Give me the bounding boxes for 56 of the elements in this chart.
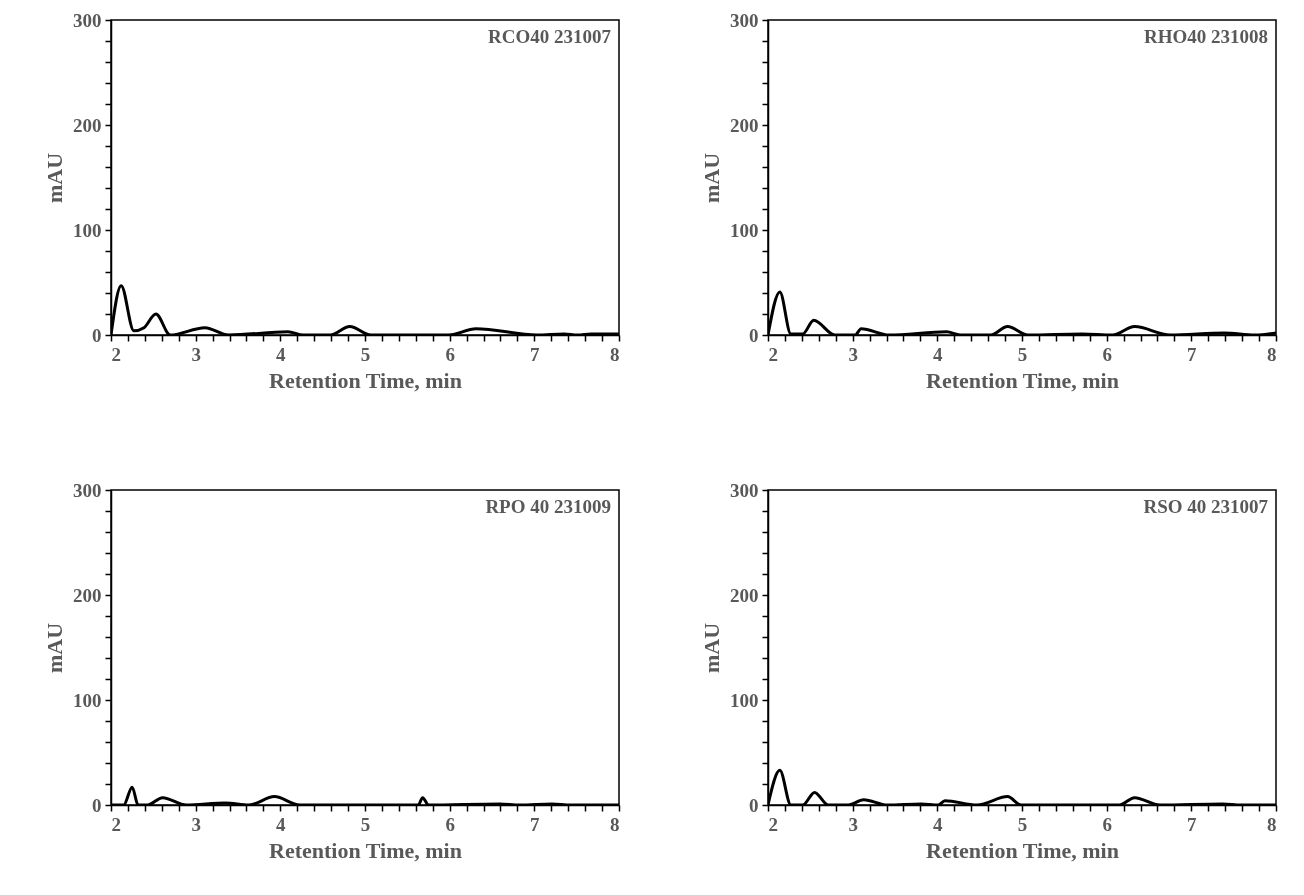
y-axis-title: mAU: [42, 152, 67, 204]
annotation: RSO 40 231007: [1143, 496, 1269, 517]
y-tick-label: 100: [73, 689, 102, 711]
x-tick-label: 5: [1017, 343, 1028, 365]
x-tick-label: 7: [1187, 343, 1198, 365]
y-axis-title: mAU: [699, 622, 724, 674]
y-axis-title: mAU: [42, 622, 67, 674]
x-tick-label: 2: [768, 813, 778, 835]
x-tick-label: 5: [360, 813, 371, 835]
annotation: RHO40 231008: [1143, 26, 1268, 47]
y-axis-title: mAU: [699, 152, 724, 204]
y-tick-label: 300: [730, 479, 759, 501]
x-tick-label: 6: [445, 813, 455, 835]
x-tick-label: 4: [933, 813, 944, 835]
x-tick-label: 4: [276, 813, 287, 835]
y-tick-label: 200: [730, 114, 759, 136]
y-tick-label: 0: [92, 324, 102, 346]
x-tick-label: 3: [191, 343, 201, 365]
x-axis-title: Retention Time, min: [926, 367, 1119, 393]
x-axis-title: Retention Time, min: [269, 837, 462, 863]
x-tick-label: 8: [1267, 813, 1277, 835]
x-tick-label: 4: [276, 343, 287, 365]
x-tick-label: 3: [848, 343, 858, 365]
x-tick-label: 3: [191, 813, 201, 835]
y-tick-label: 0: [749, 794, 759, 816]
x-tick-label: 2: [768, 343, 778, 365]
x-tick-label: 8: [610, 343, 620, 365]
y-tick-label: 200: [730, 584, 759, 606]
x-axis-title: Retention Time, min: [926, 837, 1119, 863]
x-tick-label: 2: [111, 343, 121, 365]
y-tick-label: 100: [730, 219, 759, 241]
y-tick-label: 100: [730, 689, 759, 711]
y-tick-label: 300: [73, 9, 102, 31]
x-tick-label: 7: [530, 813, 541, 835]
y-tick-label: 100: [73, 219, 102, 241]
annotation: RPO 40 231009: [485, 496, 611, 517]
x-tick-label: 6: [1102, 813, 1112, 835]
y-tick-label: 200: [73, 584, 102, 606]
y-tick-label: 300: [73, 479, 102, 501]
x-tick-label: 6: [445, 343, 455, 365]
x-tick-label: 7: [530, 343, 541, 365]
x-tick-label: 8: [610, 813, 620, 835]
x-axis-title: Retention Time, min: [269, 367, 462, 393]
x-tick-label: 5: [1017, 813, 1028, 835]
x-tick-label: 7: [1187, 813, 1198, 835]
x-tick-label: 5: [360, 343, 371, 365]
x-tick-label: 4: [933, 343, 944, 365]
x-tick-label: 2: [111, 813, 121, 835]
y-tick-label: 300: [730, 9, 759, 31]
y-tick-label: 0: [749, 324, 759, 346]
x-tick-label: 8: [1267, 343, 1277, 365]
y-tick-label: 200: [73, 114, 102, 136]
x-tick-label: 6: [1102, 343, 1112, 365]
y-tick-label: 0: [92, 794, 102, 816]
x-tick-label: 3: [848, 813, 858, 835]
annotation: RCO40 231007: [488, 26, 612, 47]
